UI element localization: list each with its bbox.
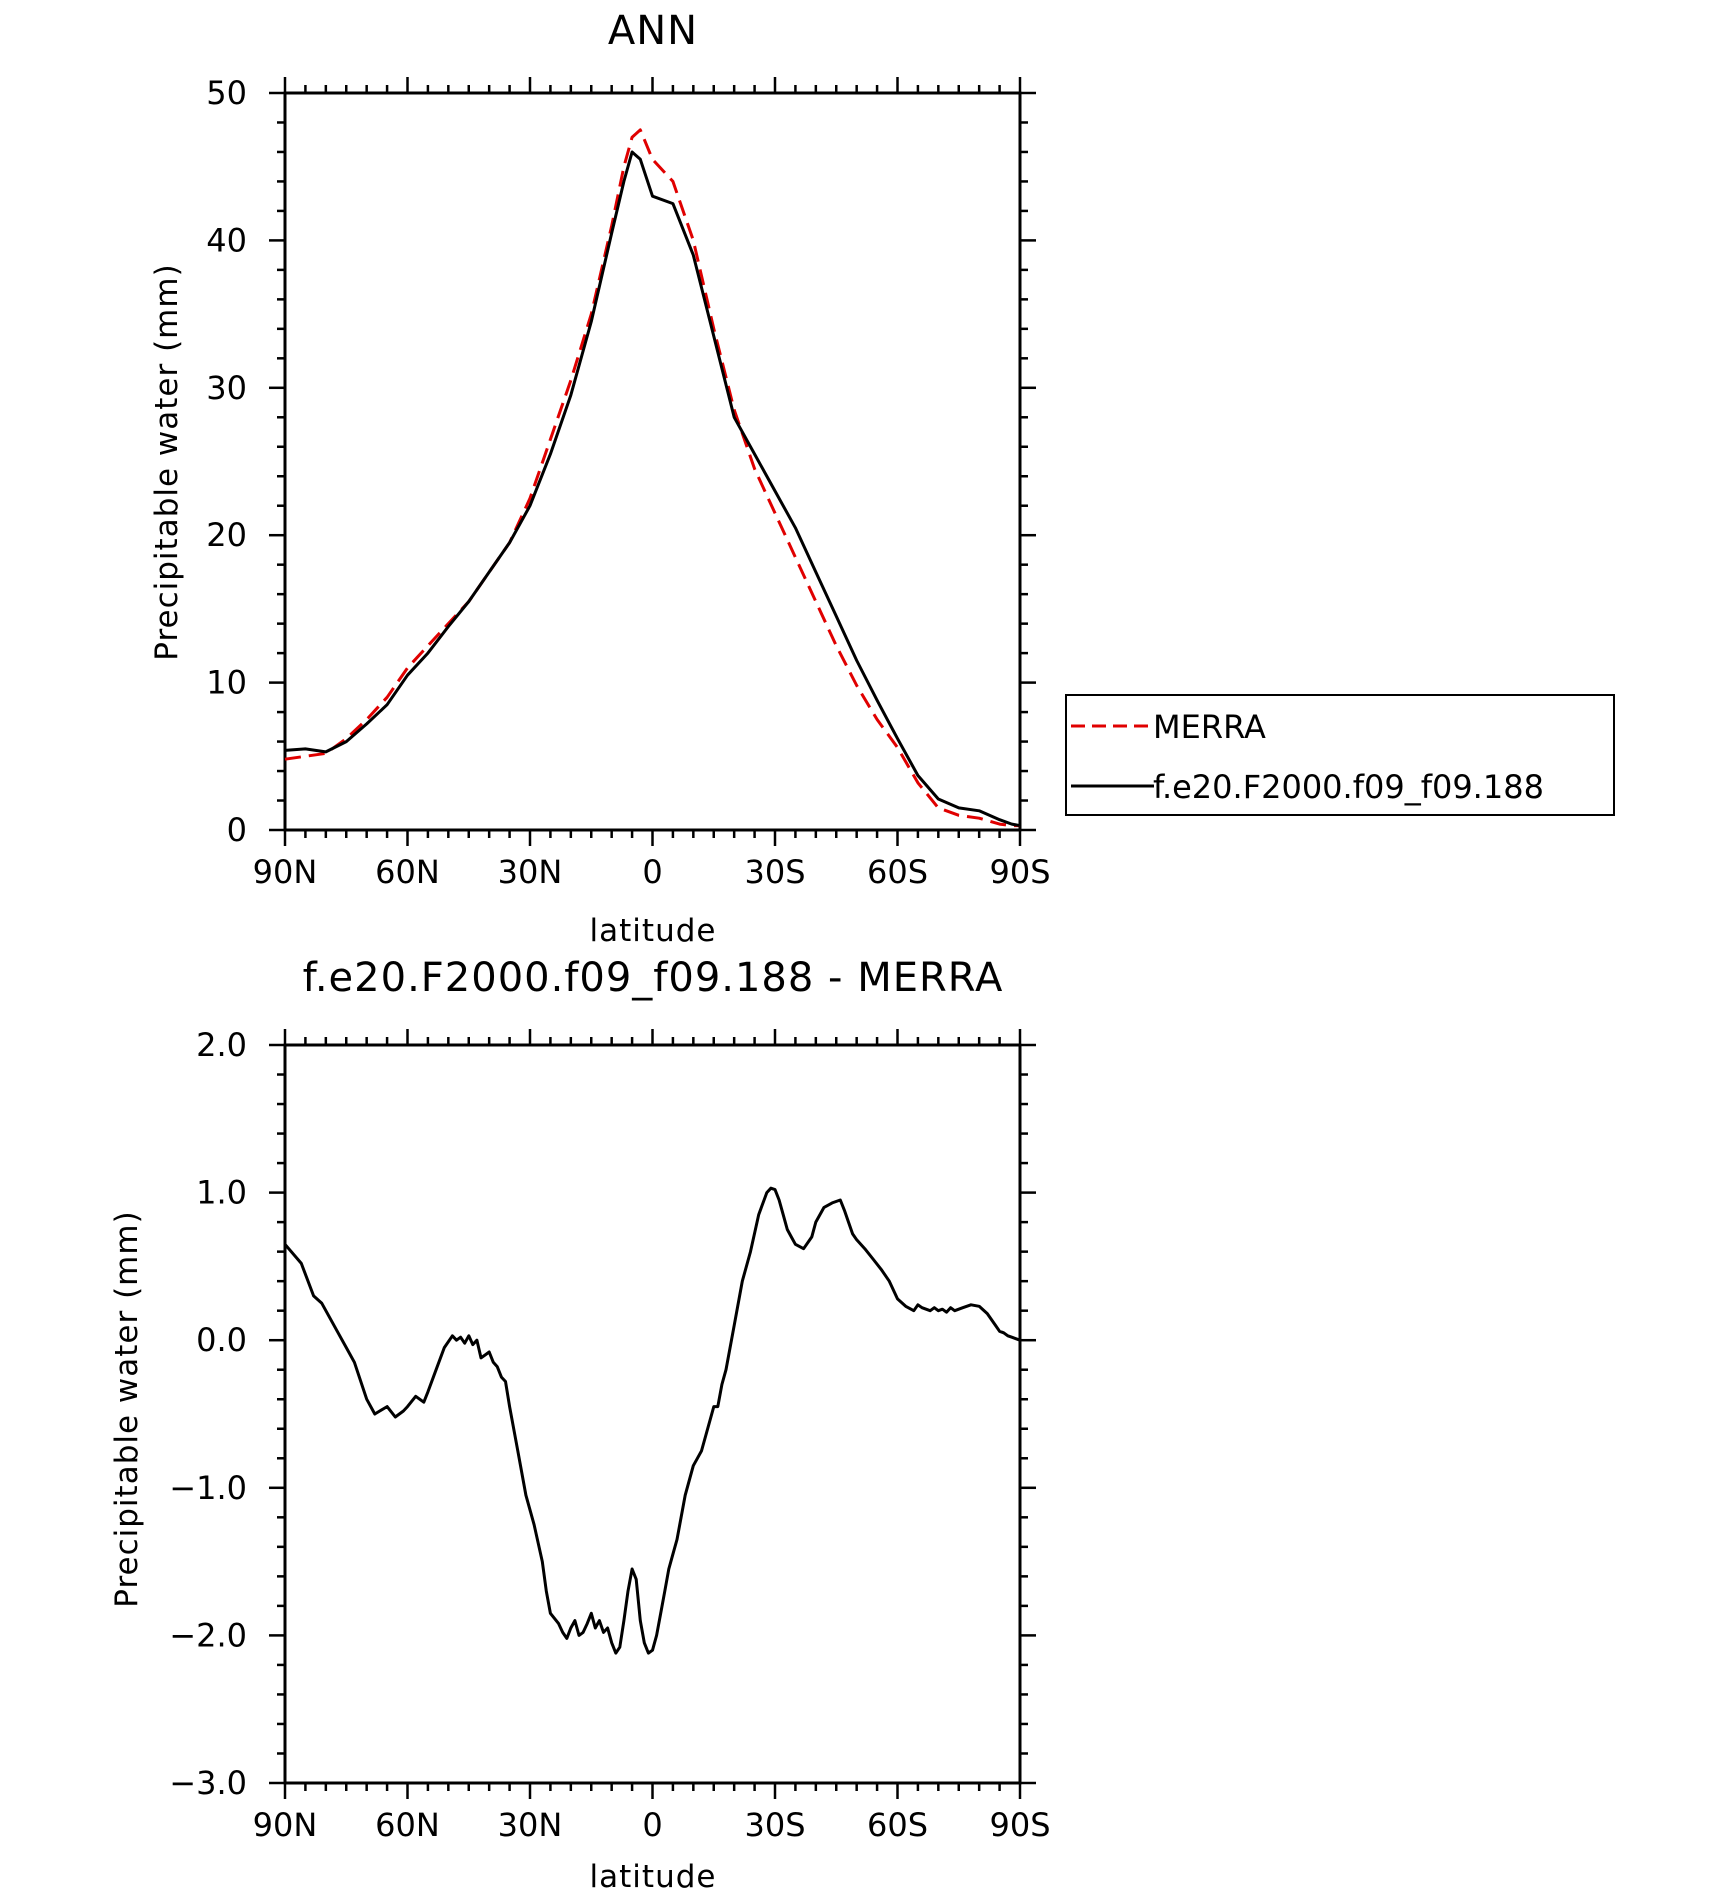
x-tick-label: 30S xyxy=(744,1806,805,1844)
series-line xyxy=(284,128,1020,828)
x-tick-label: 90S xyxy=(989,1806,1050,1844)
y-tick-label: 10 xyxy=(206,664,247,702)
series-lines xyxy=(283,1186,1021,1655)
x-tick-label: 90S xyxy=(989,853,1050,891)
y-tick-label: 50 xyxy=(206,74,247,112)
plot-frame xyxy=(283,91,1022,832)
x-axis-label: latitude xyxy=(590,913,717,949)
legend: MERRA f.e20.F2000.f09_f09.188 xyxy=(1065,694,1615,816)
y-axis-label: Precipitable water (mm) xyxy=(109,1210,145,1607)
x-tick-label: 60S xyxy=(867,1806,928,1844)
x-tick-label: 60N xyxy=(375,853,440,891)
x-tick-label: 60S xyxy=(867,853,928,891)
y-tick-label: 2.0 xyxy=(196,1026,247,1064)
x-tick-label: 30N xyxy=(498,853,563,891)
chart-title: ANN xyxy=(608,8,698,54)
mean-profile-panel: ANN 90N 60N 30N 0 30S 60S 90S 0 10 20 30 40 50 latit… xyxy=(149,8,1051,949)
legend-label-model: f.e20.F2000.f09_f09.188 xyxy=(1153,768,1544,806)
x-tick-label: 0 xyxy=(642,853,662,891)
axes-frame: 90N 60N 30N 0 30S 60S 90S −3.0 −2.0 −1.0 0.0 1.0 2.0 xyxy=(169,1026,1050,1844)
plot-frame xyxy=(283,1043,1022,1785)
legend-label-merra: MERRA xyxy=(1153,708,1266,746)
y-tick-label: −2.0 xyxy=(169,1616,247,1654)
y-tick-label: 30 xyxy=(206,369,247,407)
y-tick-label: 20 xyxy=(206,516,247,554)
difference-panel: f.e20.F2000.f09_f09.188 - MERRA 90N 60N 30… xyxy=(109,955,1051,1894)
chart-title: f.e20.F2000.f09_f09.188 - MERRA xyxy=(303,955,1004,1001)
y-tick-label: −1.0 xyxy=(169,1469,247,1507)
series-line xyxy=(284,150,1021,828)
y-axis-label: Precipitable water (mm) xyxy=(149,263,185,660)
x-tick-label: 90N xyxy=(253,853,318,891)
x-tick-label: 30N xyxy=(498,1806,563,1844)
axes-frame: 90N 60N 30N 0 30S 60S 90S 0 10 20 30 40 50 xyxy=(206,74,1050,891)
legend-box xyxy=(1065,694,1615,816)
y-tick-label: 1.0 xyxy=(196,1174,247,1212)
x-axis-label: latitude xyxy=(590,1859,717,1894)
y-tick-label: 0 xyxy=(227,811,247,849)
y-tick-label: −3.0 xyxy=(169,1764,247,1802)
x-tick-label: 0 xyxy=(642,1806,662,1844)
y-tick-label: 0.0 xyxy=(196,1321,247,1359)
y-tick-label: 40 xyxy=(206,221,247,259)
x-tick-label: 60N xyxy=(375,1806,440,1844)
series-lines xyxy=(284,128,1021,828)
x-tick-label: 90N xyxy=(253,1806,318,1844)
x-tick-label: 30S xyxy=(744,853,805,891)
series-line xyxy=(283,1186,1021,1655)
